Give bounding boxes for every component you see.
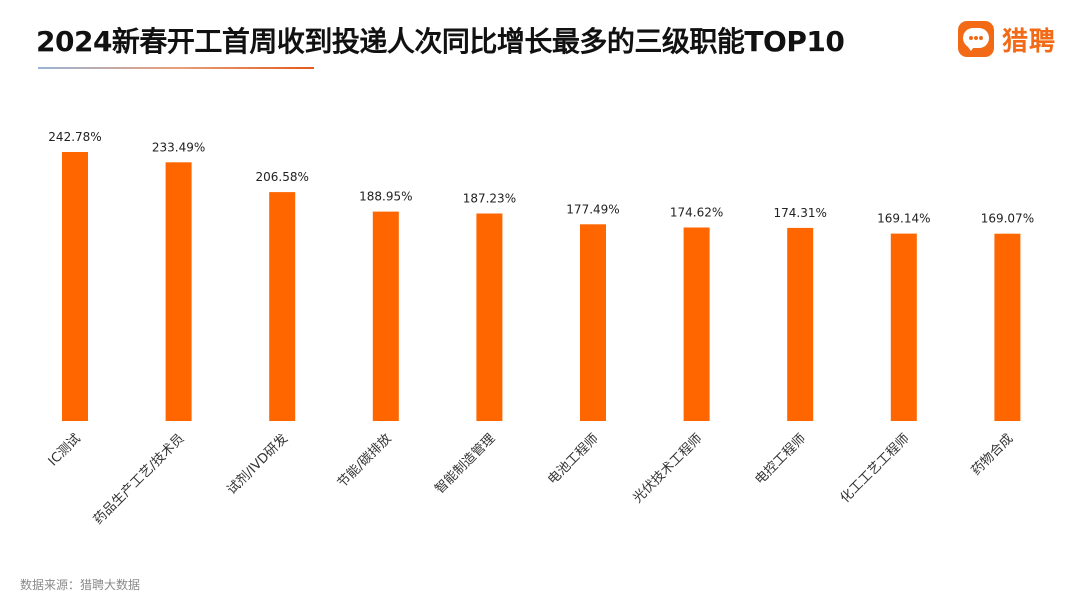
value-label-7: 174.62%: [670, 206, 723, 220]
category-label-9: 化工工艺工程师: [838, 431, 913, 506]
category-label-5: 智能制造管理: [432, 431, 498, 497]
bar-7: [683, 227, 710, 421]
bar-1: [62, 152, 88, 421]
bar-5: [476, 213, 503, 421]
page-title: 2024新春开工首周收到投递人次同比增长最多的三级职能TOP10: [36, 25, 845, 58]
bar-8: [787, 227, 814, 421]
value-label-4: 188.95%: [359, 190, 412, 204]
value-label-5: 187.23%: [463, 192, 516, 206]
data-source-note: 数据来源：猎聘大数据: [20, 578, 141, 592]
logo-text: 猎聘: [1002, 26, 1057, 57]
logo-chat-bubble-icon: [958, 21, 994, 57]
title-underline: [38, 67, 314, 69]
category-label-3: 试剂/IVD研发: [224, 431, 291, 498]
bar-2: [165, 162, 192, 422]
value-label-8: 174.31%: [774, 206, 827, 220]
value-label-10: 169.07%: [981, 212, 1034, 226]
bar-4: [372, 211, 399, 421]
bar-10: [994, 233, 1021, 421]
bar-6: [580, 224, 606, 421]
value-label-2: 233.49%: [152, 140, 205, 154]
category-label-7: 光伏技术工程师: [630, 431, 705, 506]
bar-3: [269, 192, 296, 421]
value-label-6: 177.49%: [566, 202, 619, 216]
category-label-1: IC测试: [46, 431, 84, 469]
brand-logo: 猎聘: [958, 20, 1056, 58]
bar-9: [890, 233, 917, 421]
value-label-1: 242.78%: [48, 130, 101, 144]
category-label-6: 电池工程师: [545, 431, 602, 488]
category-label-8: 电控工程师: [752, 431, 809, 488]
category-label-10: 药物合成: [969, 431, 1016, 478]
value-label-3: 206.58%: [256, 170, 309, 184]
value-label-9: 169.14%: [877, 212, 930, 226]
category-label-4: 节能/碳排放: [335, 431, 395, 491]
category-label-2: 药品生产工艺/技术员: [91, 431, 187, 527]
